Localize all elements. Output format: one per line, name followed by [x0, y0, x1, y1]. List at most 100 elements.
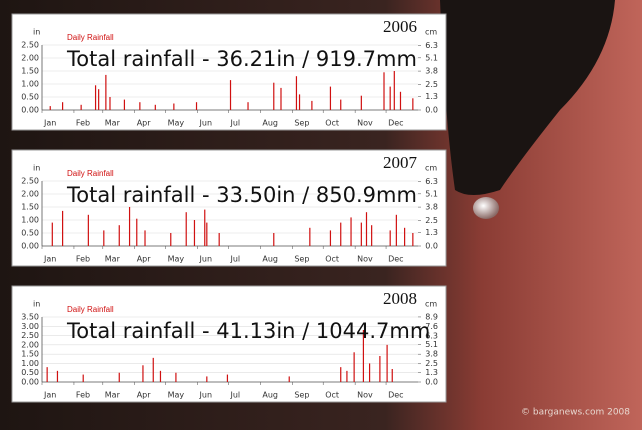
y2-tick-label: 1.3 — [425, 228, 438, 237]
bar — [128, 207, 131, 246]
y-tick-label: 0.50 — [21, 368, 39, 377]
bar — [204, 209, 206, 246]
y-axis-unit: in — [33, 164, 40, 173]
x-tick-label: Nov — [357, 255, 373, 264]
bar — [311, 100, 313, 110]
x-tick-label: Dec — [388, 391, 403, 400]
y-axis-unit: in — [33, 28, 40, 37]
y-tick-label: 1.00 — [21, 80, 39, 89]
x-tick-label: Jan — [43, 391, 56, 400]
y2-tick-label: 5.1 — [425, 189, 438, 198]
y2-tick-label: 0.0 — [425, 242, 438, 251]
x-tick-label: Oct — [325, 119, 339, 128]
y2-tick-label: 8.9 — [425, 312, 438, 321]
y2-tick-label: 6.3 — [425, 177, 438, 186]
y2-axis-unit: cm — [425, 28, 437, 37]
y-tick-label: 1.50 — [21, 203, 39, 212]
chart-subtitle: Daily Rainfall — [67, 33, 114, 42]
x-tick-label: Aug — [262, 255, 278, 264]
chart-subtitle: Daily Rainfall — [67, 305, 114, 314]
bar — [229, 80, 232, 110]
bar — [144, 230, 146, 246]
y-tick-label: 1.00 — [21, 216, 39, 225]
y-tick-label: 1.50 — [21, 350, 39, 359]
chart-title: 2008 — [383, 289, 417, 308]
y-tick-label: 0.00 — [21, 378, 39, 387]
bar — [404, 227, 406, 246]
y2-tick-label: 3.8 — [425, 350, 438, 359]
bar — [109, 97, 111, 110]
bar — [389, 230, 391, 246]
chart-title: 2006 — [383, 17, 417, 36]
x-tick-label: Jan — [43, 119, 56, 128]
bar — [159, 370, 162, 382]
bar — [87, 214, 89, 246]
x-tick-label: Jun — [199, 119, 213, 128]
chart-subtitle: Daily Rainfall — [67, 169, 114, 178]
panel — [11, 13, 447, 131]
bar — [51, 222, 53, 246]
y-tick-label: 0.00 — [21, 106, 39, 115]
y2-tick-label: 2.5 — [425, 216, 438, 225]
bar — [154, 104, 156, 110]
bar — [298, 94, 301, 110]
x-tick-label: Apr — [137, 119, 152, 128]
y-tick-label: 2.00 — [21, 340, 39, 349]
bar — [193, 220, 196, 246]
x-tick-label: Jun — [199, 255, 213, 264]
x-tick-label: Mar — [105, 391, 121, 400]
y2-tick-label: 0.0 — [425, 378, 438, 387]
x-tick-label: Apr — [137, 391, 152, 400]
bar — [152, 357, 154, 382]
bar — [395, 214, 397, 246]
bar — [218, 233, 220, 246]
chart-title: 2007 — [383, 153, 418, 172]
bar — [206, 376, 208, 382]
x-tick-label: Mar — [105, 119, 121, 128]
bar — [170, 233, 172, 246]
x-tick-label: Nov — [357, 119, 373, 128]
y2-tick-label: 6.3 — [425, 41, 438, 50]
bar — [329, 86, 332, 110]
water-drop — [473, 197, 499, 219]
bar — [288, 376, 290, 382]
bar — [98, 89, 100, 110]
bar — [62, 210, 64, 246]
y-tick-label: 2.50 — [21, 177, 39, 186]
x-tick-label: Jul — [229, 119, 240, 128]
bar — [195, 102, 198, 110]
bar — [340, 99, 342, 110]
bar — [365, 212, 368, 246]
bar — [139, 102, 141, 110]
y-tick-label: 2.00 — [21, 190, 39, 199]
bar — [118, 372, 120, 382]
bar — [389, 86, 391, 110]
bar — [340, 367, 342, 382]
panel — [11, 149, 447, 267]
x-tick-label: Dec — [388, 255, 403, 264]
bar — [46, 367, 48, 382]
bar — [362, 330, 365, 382]
x-tick-label: Feb — [76, 391, 90, 400]
x-tick-label: Feb — [76, 119, 90, 128]
bar — [399, 91, 402, 110]
bar — [185, 212, 187, 246]
x-tick-label: Jul — [229, 391, 240, 400]
x-tick-label: Dec — [388, 119, 403, 128]
bar — [393, 71, 395, 110]
bar — [175, 372, 177, 382]
x-tick-label: Sep — [294, 391, 309, 400]
bar — [412, 98, 414, 110]
bar — [56, 370, 59, 382]
bar — [94, 85, 97, 110]
x-tick-label: Sep — [294, 119, 309, 128]
y-tick-label: 1.50 — [21, 67, 39, 76]
x-tick-label: Jun — [199, 391, 213, 400]
bar — [105, 74, 107, 110]
bar — [280, 87, 282, 110]
bar — [82, 374, 84, 382]
charts: 0.000.501.001.502.002.500.01.32.53.85.16… — [11, 13, 447, 403]
y-tick-label: 3.00 — [21, 322, 39, 331]
bar — [360, 95, 362, 110]
